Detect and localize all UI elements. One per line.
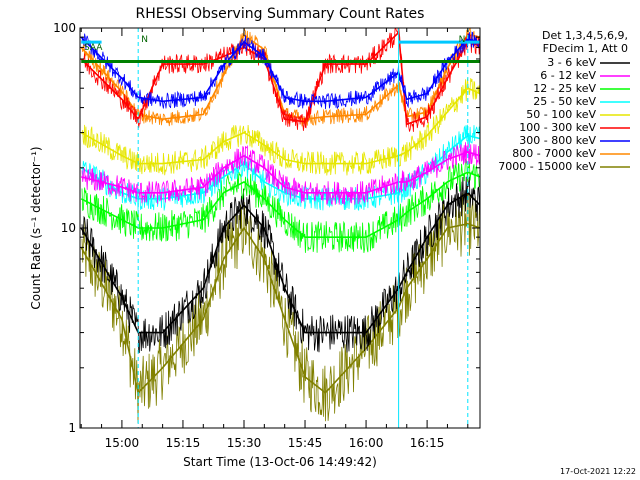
timestamp: 17-Oct-2021 12:22 [560, 467, 636, 476]
series-noise [81, 78, 480, 176]
legend-entry-label: 7000 - 15000 keV [498, 160, 596, 173]
y-tick-label: 10 [61, 221, 76, 235]
legend-entry-label: 3 - 6 keV [547, 56, 596, 69]
legend-entry-label: 12 - 25 keV [533, 82, 596, 95]
annotation-label: N [459, 35, 466, 45]
annotation-label: N [141, 35, 148, 45]
y-axis-label: Count Rate (s⁻¹ detector⁻¹) [29, 146, 43, 309]
x-axis-label: Start Time (13-Oct-06 14:49:42) [183, 455, 377, 469]
legend: Det 1,3,4,5,6,9,FDecim 1, Att 03 - 6 keV… [498, 29, 630, 173]
y-axis: 1 10 100 [53, 21, 480, 435]
legend-entry-label: 25 - 50 keV [533, 95, 596, 108]
legend-header: Det 1,3,4,5,6,9, [542, 29, 628, 42]
series-layer [80, 28, 480, 424]
series-2 [80, 158, 480, 253]
x-tick-label: 16:15 [410, 436, 445, 450]
series-4 [80, 78, 480, 176]
annotation-label: SAA [84, 43, 103, 53]
series-noise [81, 31, 480, 110]
legend-entry-label: 300 - 800 keV [519, 134, 596, 147]
x-tick-label: 15:15 [166, 436, 201, 450]
series-noise [81, 192, 480, 424]
series-0 [80, 176, 480, 354]
legend-header: FDecim 1, Att 0 [543, 42, 628, 55]
chart-title: RHESSI Observing Summary Count Rates [136, 6, 425, 22]
series-8 [80, 192, 480, 424]
series-line [80, 36, 480, 103]
y-tick-label: 1 [68, 421, 76, 435]
x-tick-label: 15:45 [288, 436, 323, 450]
series-line [80, 30, 480, 126]
legend-entry-label: 100 - 300 keV [519, 121, 596, 134]
legend-entry-label: 50 - 100 keV [526, 108, 596, 121]
marker-layer [137, 28, 469, 428]
x-tick-label: 15:00 [105, 436, 140, 450]
legend-entry-label: 800 - 7000 keV [512, 147, 596, 160]
legend-entry-label: 6 - 12 keV [540, 69, 596, 82]
series-noise [81, 176, 480, 354]
series-noise [81, 158, 480, 253]
y-tick-label: 100 [53, 21, 76, 35]
x-tick-label: 15:30 [227, 436, 262, 450]
x-tick-label: 16:00 [349, 436, 384, 450]
x-axis: 15:00 15:15 15:30 15:45 16:00 16:15 [80, 28, 469, 450]
series-noise [81, 141, 480, 206]
annotation-layer: NNSAAATTFRONT [84, 35, 465, 53]
series-1 [81, 141, 480, 206]
series-6 [80, 31, 480, 110]
